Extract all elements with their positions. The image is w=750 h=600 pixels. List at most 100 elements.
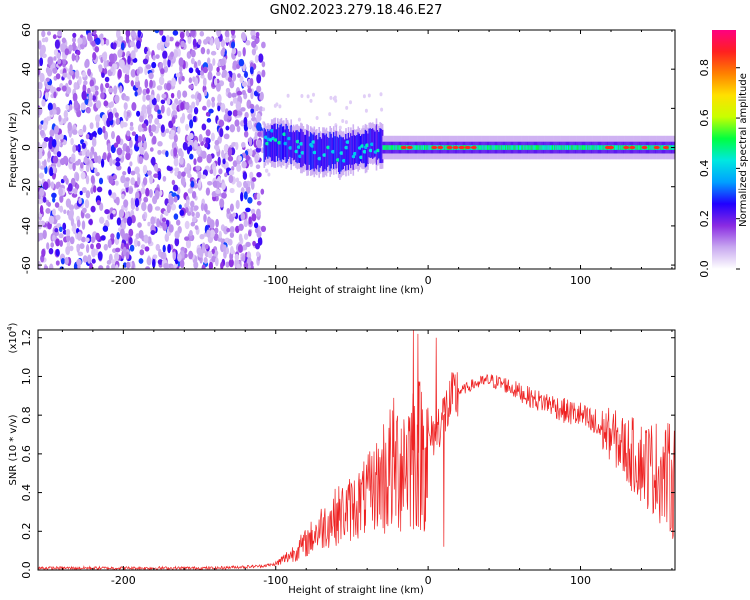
spectrogram-cell [230,101,234,107]
spectrogram-cell [522,145,524,150]
spectrogram-cell [203,203,208,213]
spectrogram-cell [100,83,104,93]
spectrogram-cell [80,102,86,111]
spectrogram-cell [177,253,182,262]
spectrogram-cell [173,147,178,157]
spectrogram-cell [560,145,562,150]
spectrogram-cell [620,145,622,150]
spectrogram-cell [235,142,239,150]
spectrogram-cell [81,90,87,101]
spectrogram-cell [245,40,251,46]
spectrogram-cell [521,145,523,150]
spectrogram-cell [94,248,99,256]
spectrogram-cell [568,145,570,150]
spectrogram-cell [120,175,126,184]
spectrogram-cell [241,141,246,148]
spectrogram-cell [64,256,69,266]
spectrogram-cell [178,204,182,210]
spectrogram-cell [291,132,294,158]
spectrogram-cell [200,174,207,180]
spectrogram-cell [199,31,205,37]
spectrogram-cell [206,153,212,164]
spectrogram-cell [55,260,60,266]
spectrogram-cell [160,104,165,114]
spectrogram-cell [75,183,80,190]
spectrogram-cell [243,130,249,138]
spectrogram-cell [153,163,159,172]
spectrogram-cell [116,217,122,226]
spectrogram-cell [420,145,423,150]
spectrogram-cell [336,136,339,163]
spectrogram-cell [51,192,57,199]
spectrogram-cell [174,167,180,173]
spectrogram-cell [125,152,131,161]
snr-y-multiplier-exp: 4 [6,326,14,331]
spectrogram-cell [44,91,49,100]
spectrogram-cell [229,231,235,239]
spectrogram-cell [275,129,278,157]
spectrogram-cell [82,255,88,263]
spectrogram-cell [553,145,555,150]
spectrogram-cell [331,149,335,154]
snr-y-ticks: 0.0 0.2 0.4 0.6 0.8 1.0 1.2 [20,329,675,579]
spectrogram-cell [577,145,579,150]
spectrogram-cell [216,30,222,37]
spectrogram-cell [225,87,231,93]
spectrogram-cell [192,115,197,123]
spectrogram-cell [66,234,71,242]
spectrogram-cell [148,189,153,198]
spectrogram-cell [234,119,240,127]
spectrogram-cell [574,145,576,150]
spectrogram-cell [224,172,228,178]
spectrogram-cell [242,47,246,57]
spectrogram-cell [236,263,241,269]
spectrogram-cell [181,75,185,82]
spectrogram-cell [505,145,507,150]
y-tick-label: -20 [20,178,33,196]
spectrogram-cell [255,164,261,170]
spectrogram-cell [78,129,84,136]
spectrogram-cell [545,145,547,150]
spectrogram-cell [287,129,290,159]
spectrogram-cell [137,222,142,228]
spectrogram-cell [215,189,221,194]
spectrogram-cell [53,56,57,61]
spectrogram-cell [109,157,113,167]
spectrogram-cell [236,164,242,172]
spectrogram-cell [195,98,200,106]
spectrogram-cell [311,140,316,144]
spectrogram-cell [425,145,427,150]
spectrogram-cell [394,145,396,150]
spectrogram-cell [322,153,327,157]
spectrogram-cell [174,170,178,177]
spectrogram-cell [530,145,533,150]
spectrogram-cell [316,135,318,170]
spectrogram-cell [108,175,114,185]
spectrogram-cell [163,210,168,216]
spectrogram-cell [496,145,498,150]
spectrogram-cell [69,245,74,252]
spectrogram-cell [103,100,109,107]
spectrogram-peak [662,145,669,150]
spectrogram-cell [225,261,230,268]
spectrogram-cell [430,145,432,150]
spectrogram-cell [365,143,370,147]
spectrogram-cell [241,160,247,169]
spectrogram-cell [445,145,447,150]
spectrogram-cell [92,95,97,101]
spectrogram-cell [255,31,260,38]
spectrogram-cell [190,180,195,188]
spectrogram-cell [206,118,212,123]
spectrogram-cell [538,145,540,150]
spectrogram-cell [650,145,652,150]
spectrogram-cell [256,171,262,178]
spectrogram-cell [55,214,61,221]
spectrogram-cell [622,145,624,150]
spectrogram-cell [207,71,213,81]
spectrogram-cell [649,145,651,150]
spectrogram-cell [232,72,237,82]
spectrogram-cell [378,131,380,159]
spectrogram-cell [230,30,236,36]
spectrogram-cell [95,37,101,46]
spectrogram-cell [337,137,340,172]
